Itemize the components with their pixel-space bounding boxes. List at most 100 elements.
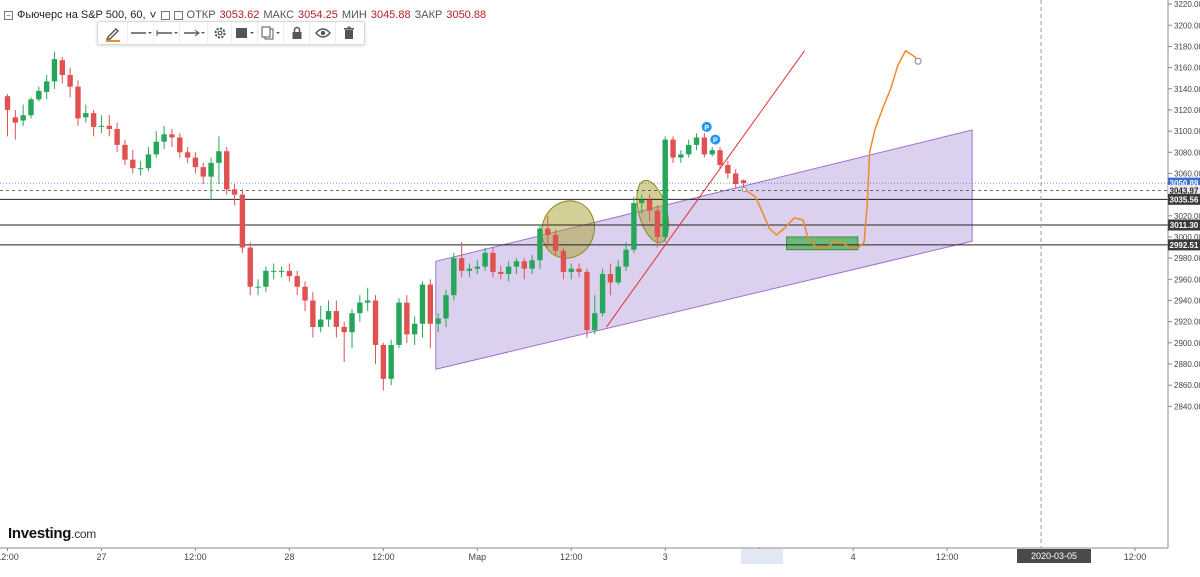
candle-body	[513, 261, 520, 267]
candle	[670, 136, 676, 163]
candle-body	[286, 270, 293, 277]
candle	[67, 67, 73, 98]
open-value: 3053.62	[219, 9, 260, 21]
price-tick-label: 3000.00	[1174, 233, 1200, 242]
clone-icon[interactable]	[258, 22, 284, 44]
candle	[482, 247, 488, 271]
candle	[584, 268, 590, 338]
candle-body	[224, 151, 230, 190]
candle-body	[43, 81, 50, 92]
price-tag-label: 3050.88	[1170, 179, 1199, 188]
candle-body	[599, 274, 606, 314]
candle	[12, 109, 19, 140]
settings-box-icon[interactable]	[160, 10, 170, 20]
candle	[646, 194, 653, 222]
logo-suffix: .com	[71, 527, 96, 541]
time-tick-label: 3	[663, 552, 668, 562]
price-tick-label: 2980.00	[1174, 254, 1200, 263]
candle	[443, 289, 449, 327]
line-end-icon[interactable]	[154, 22, 180, 44]
candle	[239, 189, 246, 253]
candle-body	[302, 286, 308, 301]
candle-body	[474, 266, 480, 269]
event-marker-circle	[701, 121, 712, 132]
candle-body	[396, 302, 402, 345]
candle	[411, 316, 418, 345]
candle	[271, 263, 277, 280]
price-tag: 2992.51	[1168, 239, 1200, 251]
candle-body	[537, 228, 543, 261]
price-tag-label: 3011.30	[1170, 221, 1199, 230]
candle-body	[278, 270, 285, 272]
candle-body	[709, 150, 715, 155]
price-tick-label: 3100.00	[1174, 127, 1200, 136]
trendline	[606, 50, 806, 328]
candle	[278, 266, 285, 278]
candle-body	[404, 302, 410, 335]
candle-body	[255, 286, 261, 288]
candle-body	[90, 113, 97, 127]
line-arrow-icon[interactable]	[180, 22, 208, 44]
event-marker-letter: P	[704, 125, 709, 132]
gear-icon[interactable]	[208, 22, 232, 44]
symbol-title: Фьючерс на S&P 500, 60,	[17, 9, 146, 21]
candle-body	[482, 252, 488, 267]
time-tick-label: 12:00	[560, 552, 583, 562]
candle	[709, 146, 715, 157]
line-style-icon[interactable]	[128, 22, 154, 44]
high-value: 3054.25	[298, 9, 338, 21]
candle-body	[271, 270, 277, 272]
time-tick-label: 28	[284, 552, 294, 562]
template-icon[interactable]	[232, 22, 258, 44]
candle	[114, 122, 120, 153]
candle	[83, 104, 89, 123]
candle	[552, 229, 559, 257]
candle	[662, 136, 668, 243]
candle	[474, 260, 480, 275]
event-marker-letter: P	[713, 138, 718, 145]
logo-brand: Investing	[8, 525, 72, 542]
candle-body	[521, 261, 527, 269]
lock-icon[interactable]	[284, 22, 310, 44]
time-tick-label: 12:00	[184, 552, 207, 562]
candle	[161, 125, 167, 150]
candle-body	[372, 300, 379, 345]
price-chart[interactable]: PP3220.003200.003180.003160.003140.00312…	[0, 0, 1200, 565]
candle	[318, 305, 324, 333]
candle-body	[98, 125, 105, 127]
time-tick-label: 12:00	[936, 552, 959, 562]
dropdown-icon[interactable]: ˅	[149, 8, 157, 22]
candle-body	[51, 59, 58, 82]
candle-body	[701, 137, 708, 155]
candle	[177, 133, 183, 158]
time-tick-label: 4	[851, 552, 856, 562]
candle-body	[75, 86, 81, 119]
candle-body	[114, 129, 120, 145]
candle	[130, 150, 136, 174]
candle	[732, 169, 739, 189]
price-tick-label: 3180.00	[1174, 42, 1200, 51]
candle-body	[247, 247, 253, 287]
candle-body	[584, 271, 590, 331]
candle-body	[607, 274, 614, 283]
target-zone	[786, 236, 859, 251]
candle	[192, 152, 199, 174]
low-label: МИН	[341, 9, 367, 21]
trash-icon[interactable]	[336, 22, 362, 44]
candle-body	[169, 134, 175, 138]
candle-body	[717, 150, 723, 165]
event-marker-icon: P	[710, 134, 721, 145]
collapse-icon[interactable]: −	[4, 10, 13, 20]
candle	[98, 115, 105, 134]
candle-body	[341, 326, 347, 333]
candle	[678, 150, 684, 163]
candle	[286, 263, 293, 282]
pencil-icon[interactable]	[98, 22, 128, 44]
eye-icon[interactable]	[310, 22, 336, 44]
candle-body	[145, 154, 152, 169]
price-tick-label: 3220.00	[1174, 0, 1200, 9]
candle	[255, 279, 261, 296]
candle	[153, 131, 159, 158]
price-tag-box	[1168, 177, 1200, 189]
close-box-icon[interactable]	[173, 10, 183, 20]
